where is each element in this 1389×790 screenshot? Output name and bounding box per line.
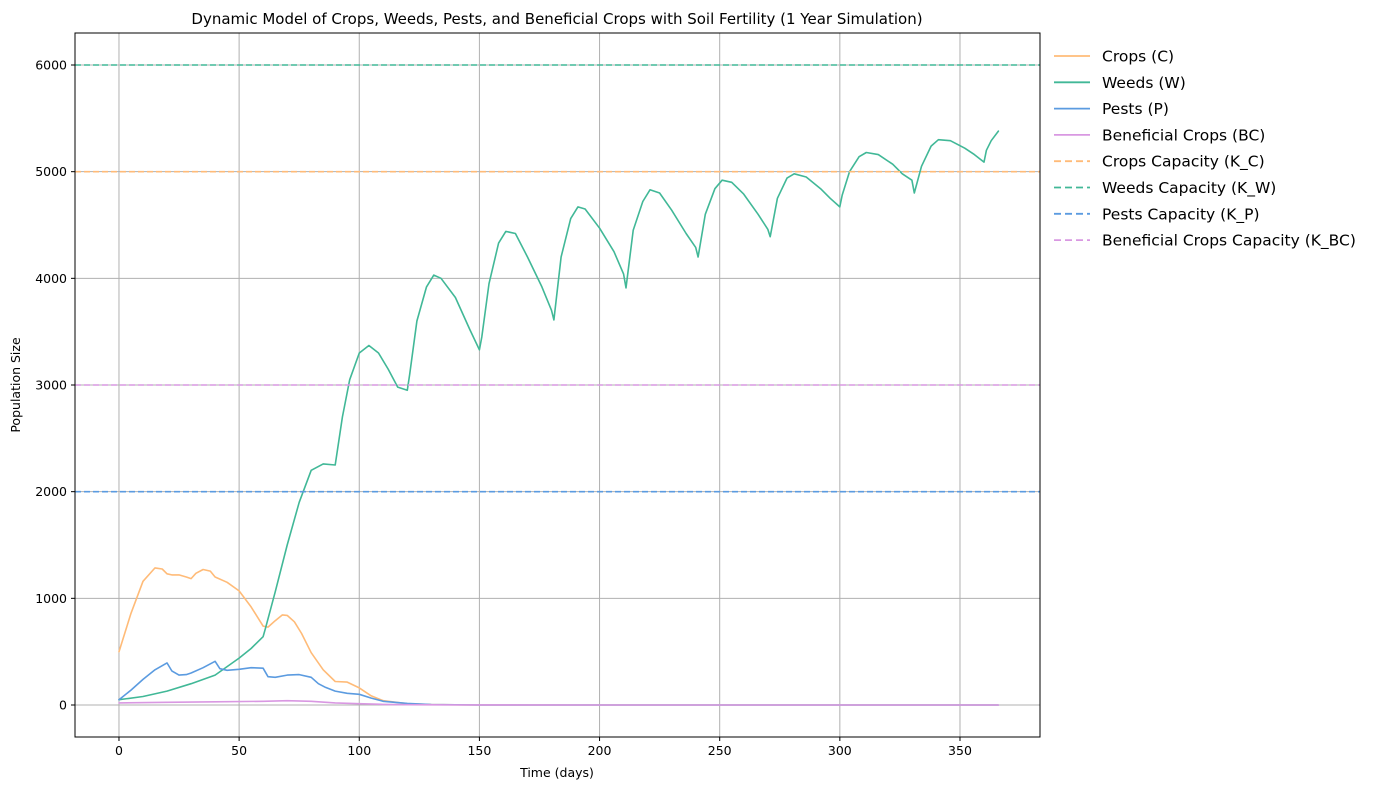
x-axis-label: Time (days): [519, 765, 594, 780]
axis-ticks: 0 50 100 150 200 250 300 350 0 1000 2000 3000 4000 50…: [35, 58, 972, 759]
legend-label-2: Pests (P): [1102, 100, 1169, 118]
y-tick-label: 4000: [35, 271, 67, 286]
legend-label-0: Crops (C): [1102, 48, 1174, 66]
x-tick-label: 350: [948, 743, 972, 758]
series-line-3: [118, 699, 1000, 706]
y-tick-label: 5000: [35, 164, 67, 179]
y-tick-label: 2000: [35, 484, 67, 499]
legend: Crops (C) Weeds (W) Pests (P) Beneficial Cr…: [1054, 48, 1356, 251]
legend-label-5: Weeds Capacity (K_W): [1102, 179, 1276, 198]
x-tick-label: 150: [467, 743, 491, 758]
x-tick-label: 200: [588, 743, 612, 758]
series-line-2: [118, 660, 1000, 706]
x-tick-label: 0: [115, 743, 123, 758]
y-tick-label: 1000: [35, 591, 67, 606]
legend-label-4: Crops Capacity (K_C): [1102, 153, 1265, 172]
x-tick-label: 100: [347, 743, 371, 758]
x-tick-label: 250: [708, 743, 732, 758]
chart-title: Dynamic Model of Crops, Weeds, Pests, an…: [191, 10, 922, 28]
series-line-1: [118, 130, 1000, 701]
y-tick-label: 0: [59, 698, 67, 713]
x-tick-label: 50: [231, 743, 247, 758]
y-tick-label: 6000: [35, 58, 67, 73]
x-tick-label: 300: [828, 743, 852, 758]
legend-label-1: Weeds (W): [1102, 74, 1186, 92]
legend-label-6: Pests Capacity (K_P): [1102, 205, 1260, 224]
legend-label-7: Beneficial Crops Capacity (K_BC): [1102, 232, 1356, 251]
series-lines: [75, 64, 1040, 706]
y-axis-label: Population Size: [8, 337, 23, 433]
y-tick-label: 3000: [35, 378, 67, 393]
series-line-0: [118, 567, 1000, 706]
legend-label-3: Beneficial Crops (BC): [1102, 126, 1265, 144]
